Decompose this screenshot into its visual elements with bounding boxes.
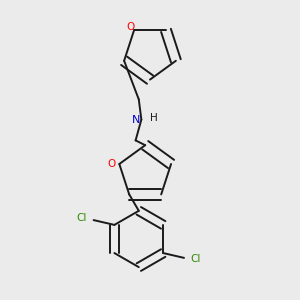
Text: Cl: Cl [77,214,87,224]
Text: H: H [150,113,158,123]
Text: N: N [131,115,140,124]
Text: O: O [127,22,135,32]
Text: Cl: Cl [190,254,201,265]
Text: O: O [107,159,116,169]
